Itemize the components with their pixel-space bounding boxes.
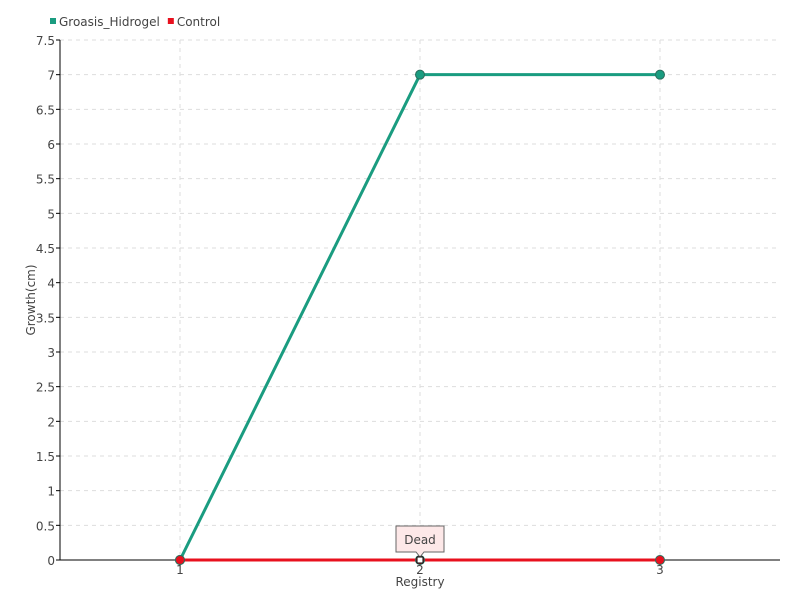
y-tick-label: 2 xyxy=(47,415,55,429)
y-tick-label: 7 xyxy=(47,69,55,83)
legend-label: Groasis_Hidrogel xyxy=(59,15,160,29)
y-tick-label: 7.5 xyxy=(36,34,55,48)
data-point xyxy=(655,69,665,80)
y-tick-label: 4.5 xyxy=(36,242,55,256)
y-tick-label: 6 xyxy=(47,138,55,152)
x-tick-label: 2 xyxy=(416,563,424,577)
annotation-marker xyxy=(416,556,424,564)
x-tick-label: 3 xyxy=(656,563,664,577)
data-point xyxy=(655,555,665,565)
y-tick-label: 0 xyxy=(47,554,55,568)
legend-marker xyxy=(167,18,174,24)
y-tick-label: 5 xyxy=(47,207,55,221)
y-tick-label: 4 xyxy=(47,277,55,291)
x-axis-label: Registry xyxy=(395,575,444,589)
y-tick-label: 6.5 xyxy=(36,103,55,117)
annotation-label: Dead xyxy=(404,533,436,547)
annotation-box xyxy=(395,525,445,558)
y-tick-label: 5.5 xyxy=(36,173,55,187)
data-point xyxy=(175,555,185,565)
y-tick-label: 1 xyxy=(47,485,55,499)
y-tick-label: 3 xyxy=(47,346,55,360)
y-axis-label: Growth(cm) xyxy=(24,264,38,335)
y-tick-label: 0.5 xyxy=(36,519,55,533)
legend-label: Control xyxy=(177,15,220,29)
data-point xyxy=(415,69,425,80)
x-tick-label: 1 xyxy=(176,563,184,577)
y-tick-label: 3.5 xyxy=(36,311,55,325)
legend-marker xyxy=(50,18,56,24)
y-tick-label: 2.5 xyxy=(36,381,55,395)
y-tick-label: 1.5 xyxy=(36,450,55,464)
